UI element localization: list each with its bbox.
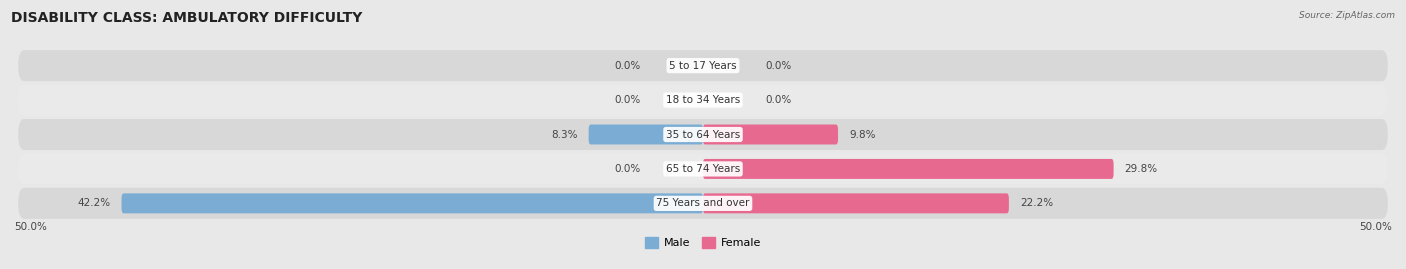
- FancyBboxPatch shape: [18, 50, 1388, 81]
- Text: Source: ZipAtlas.com: Source: ZipAtlas.com: [1299, 11, 1395, 20]
- Text: 22.2%: 22.2%: [1019, 198, 1053, 208]
- FancyBboxPatch shape: [121, 193, 703, 213]
- Text: 50.0%: 50.0%: [1360, 222, 1392, 232]
- Text: 42.2%: 42.2%: [77, 198, 111, 208]
- Text: 0.0%: 0.0%: [614, 164, 641, 174]
- Text: 75 Years and over: 75 Years and over: [657, 198, 749, 208]
- Text: 5 to 17 Years: 5 to 17 Years: [669, 61, 737, 71]
- Text: 0.0%: 0.0%: [765, 61, 792, 71]
- Text: 8.3%: 8.3%: [551, 129, 578, 140]
- FancyBboxPatch shape: [589, 125, 703, 144]
- Legend: Male, Female: Male, Female: [641, 233, 765, 253]
- Text: 35 to 64 Years: 35 to 64 Years: [666, 129, 740, 140]
- Text: 65 to 74 Years: 65 to 74 Years: [666, 164, 740, 174]
- Text: 29.8%: 29.8%: [1125, 164, 1157, 174]
- Text: 0.0%: 0.0%: [614, 95, 641, 105]
- Text: 50.0%: 50.0%: [14, 222, 46, 232]
- FancyBboxPatch shape: [18, 153, 1388, 185]
- FancyBboxPatch shape: [703, 125, 838, 144]
- Text: 18 to 34 Years: 18 to 34 Years: [666, 95, 740, 105]
- FancyBboxPatch shape: [18, 188, 1388, 219]
- Text: DISABILITY CLASS: AMBULATORY DIFFICULTY: DISABILITY CLASS: AMBULATORY DIFFICULTY: [11, 11, 363, 25]
- FancyBboxPatch shape: [18, 119, 1388, 150]
- FancyBboxPatch shape: [703, 193, 1010, 213]
- FancyBboxPatch shape: [703, 159, 1114, 179]
- Text: 9.8%: 9.8%: [849, 129, 876, 140]
- FancyBboxPatch shape: [18, 84, 1388, 116]
- Text: 0.0%: 0.0%: [614, 61, 641, 71]
- Text: 0.0%: 0.0%: [765, 95, 792, 105]
